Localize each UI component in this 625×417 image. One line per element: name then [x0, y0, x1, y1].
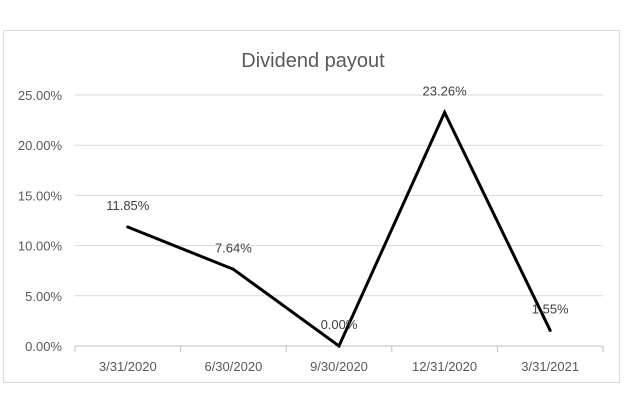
y-tick-label: 15.00%	[18, 188, 63, 203]
x-tick-label: 9/30/2020	[310, 359, 368, 374]
x-tick-label: 12/31/2020	[412, 359, 477, 374]
data-point	[231, 267, 235, 271]
gridlines	[75, 94, 603, 297]
x-tick-label: 3/31/2021	[521, 359, 579, 374]
y-tick-label: 0.00%	[25, 339, 62, 354]
data-point	[548, 328, 552, 332]
data-labels: 11.85% 7.64% 0.00% 23.26% 1.55%	[106, 83, 569, 332]
chart-frame	[3, 30, 620, 383]
y-tick-label: 10.00%	[18, 239, 63, 254]
data-point	[337, 344, 341, 348]
data-label: 11.85%	[106, 198, 150, 213]
y-tick-label: 25.00%	[18, 88, 63, 103]
x-axis-ticks: 3/31/2020 6/30/2020 9/30/2020 12/31/2020 3/3…	[74, 345, 604, 374]
y-tick-label: 20.00%	[18, 138, 63, 153]
series-line	[127, 108, 552, 349]
chart-title: Dividend payout	[241, 50, 385, 72]
y-tick-label: 5.00%	[25, 289, 62, 304]
data-label: 7.64%	[215, 240, 252, 255]
x-tick-label: 3/31/2020	[99, 359, 157, 374]
x-tick-label: 6/30/2020	[204, 359, 262, 374]
data-label: 23.26%	[423, 83, 468, 98]
data-point	[443, 110, 447, 114]
data-label: 1.55%	[532, 301, 569, 316]
series	[126, 108, 552, 349]
data-label: 0.00%	[321, 317, 358, 332]
data-point	[126, 225, 130, 229]
y-axis-ticks: 0.00% 5.00% 10.00% 15.00% 20.00% 25.00%	[18, 88, 63, 354]
